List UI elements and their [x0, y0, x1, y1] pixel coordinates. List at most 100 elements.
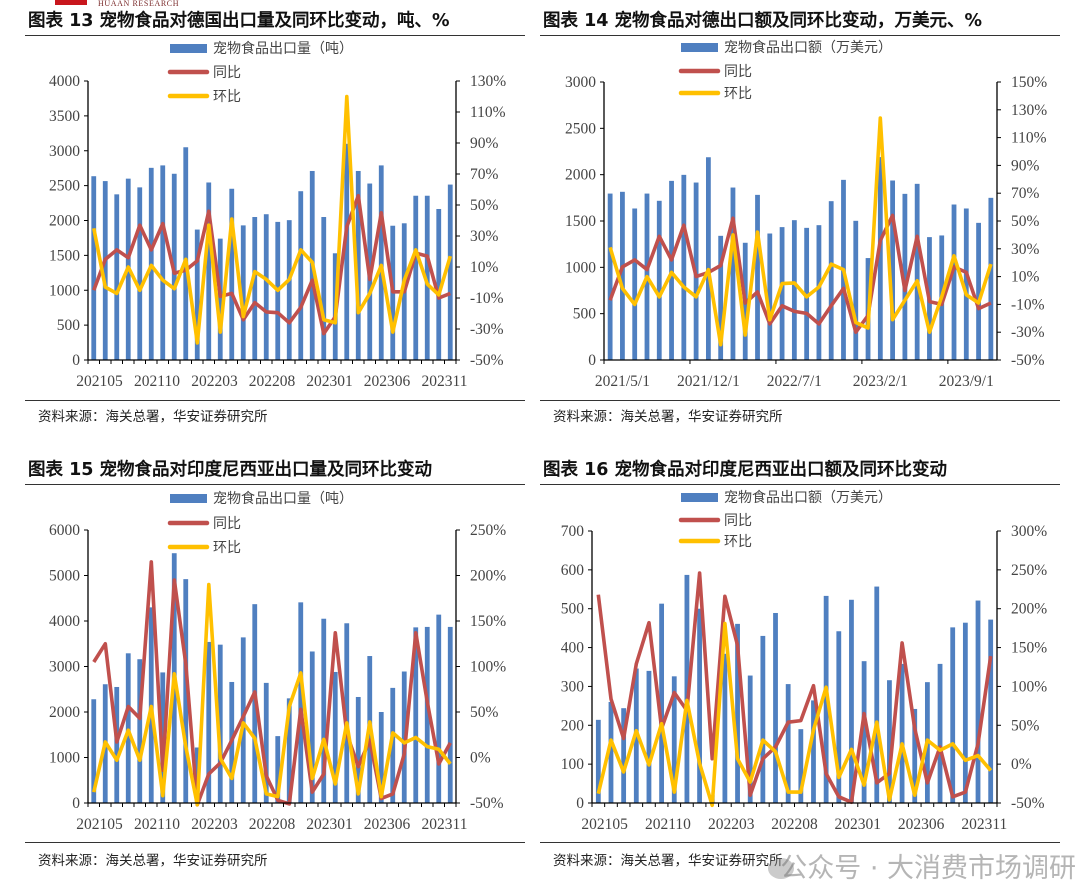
x-tick-label: 202203: [191, 816, 238, 833]
yoy-line: [92, 193, 451, 336]
right-tick-label: 200%: [1011, 601, 1047, 618]
left-tick-label: 1000: [49, 750, 80, 767]
x-tick-label: 202311: [422, 373, 468, 390]
bar-202107: [621, 708, 627, 803]
bar-202312: [447, 626, 453, 803]
bar-202110: [659, 603, 665, 803]
chart-c16: 0 100 200 300 400 500 600 700 -50% 0% 50% 100% 150% 2…: [561, 489, 1048, 833]
bar-2023/9/1: [951, 204, 957, 360]
right-tick-label: 110%: [1011, 130, 1047, 147]
bar-202111: [160, 165, 166, 360]
right-tick-label: 100%: [470, 659, 506, 676]
bar-202206: [760, 635, 766, 803]
left-tick-label: 2500: [49, 178, 80, 195]
left-tick-label: 100: [561, 756, 585, 773]
bar-202311: [975, 600, 981, 803]
mom-line: [92, 94, 453, 345]
bar-2022/5/1: [755, 194, 760, 360]
bar-202302: [861, 661, 867, 803]
bar-202112: [684, 574, 690, 803]
watermark: 公众号 · 大消费市场调研: [780, 853, 1076, 884]
x-tick-label: 202306: [364, 373, 411, 390]
legend-bar-swatch: [681, 43, 718, 52]
bar-202109: [646, 670, 652, 803]
x-tick-label: 202306: [898, 816, 945, 833]
x-tick-label: 202311: [422, 816, 468, 833]
bar-2023/1/1: [853, 220, 859, 360]
bar-202310: [962, 622, 968, 803]
x-tick-label: 202301: [306, 373, 353, 390]
yoy-line: [92, 560, 452, 807]
legend-label: 环比: [724, 534, 752, 550]
bar-202202: [194, 229, 200, 360]
bar-2021/11/1: [681, 174, 687, 360]
right-tick-label: 130%: [1011, 102, 1047, 119]
bar-2022/8/1: [791, 220, 797, 360]
bar-202212: [309, 651, 315, 803]
left-tick-label: 500: [573, 306, 597, 323]
left-tick-label: 700: [561, 523, 585, 540]
bar-202311: [436, 208, 442, 360]
right-tick-label: 130%: [470, 73, 506, 90]
legend-label: 宠物食品出口额（万美元）: [724, 489, 892, 506]
bar-2022/11/1: [828, 201, 834, 360]
right-tick-label: 10%: [1011, 269, 1040, 286]
left-tick-label: 6000: [49, 522, 80, 539]
bar-202211: [298, 191, 304, 360]
bar-2023/5/1: [902, 193, 908, 360]
bar-202201: [183, 147, 189, 360]
legend-label: 宠物食品出口额（万美元）: [724, 39, 892, 56]
x-tick-label: 202311: [961, 816, 1007, 833]
bar-202311: [436, 614, 442, 803]
right-tick-label: 0%: [470, 750, 491, 767]
bar-2022/9/1: [804, 227, 810, 360]
chart-c14: 0 500 1000 1500 2000 2500 3000 -50% -30% -10% 10% 3…: [565, 39, 1047, 390]
right-tick-label: -30%: [470, 321, 504, 338]
bar-202312: [447, 184, 453, 360]
bar-202207: [252, 217, 258, 360]
chart-15-title: 图表 15 宠物食品对印度尼西亚出口量及同环比变动: [28, 460, 433, 480]
x-tick-label: 2023/9/1: [939, 373, 994, 390]
legend-label: 同比: [724, 513, 752, 529]
x-tick-label: 202301: [835, 816, 882, 833]
right-tick-label: 70%: [1011, 185, 1040, 202]
left-tick-label: 2000: [565, 167, 596, 184]
right-tick-label: 30%: [1011, 241, 1040, 258]
bar-202109: [137, 659, 143, 803]
x-tick-label: 202110: [645, 816, 691, 833]
left-tick-label: 0: [576, 795, 584, 812]
bar-202210: [286, 698, 292, 803]
chart-c15: 0 1000 2000 3000 4000 5000 6000 -50% 0% 50% 100% 15…: [49, 490, 506, 833]
chart-14-source: 资料来源：海关总署，华安证券研究所: [553, 409, 783, 425]
bar-2023/11/1: [976, 222, 981, 360]
bar-2022/6/1: [767, 233, 773, 360]
bar-202105: [91, 176, 97, 360]
bar-202204: [217, 238, 223, 360]
right-tick-label: 150%: [1011, 74, 1047, 91]
bar-202303: [344, 623, 350, 803]
right-tick-label: 100%: [1011, 678, 1047, 695]
bar-202310: [424, 626, 430, 803]
bar-202203: [722, 653, 728, 803]
right-tick-label: 10%: [470, 259, 499, 276]
source-divider: [540, 842, 1060, 843]
bar-202201: [183, 579, 189, 803]
left-tick-label: 2000: [49, 704, 80, 721]
left-tick-label: 1000: [565, 259, 596, 276]
chart-16-title: 图表 16 宠物食品对印度尼西亚出口额及同环比变动: [543, 460, 948, 480]
x-tick-label: 202208: [249, 373, 296, 390]
bar-202210: [811, 700, 816, 803]
bar-2022/2/1: [718, 235, 724, 360]
bar-202204: [217, 644, 223, 803]
x-tick-label: 202110: [134, 816, 180, 833]
right-tick-label: 90%: [1011, 157, 1040, 174]
bar-202106: [608, 701, 614, 803]
bar-202309: [413, 627, 419, 803]
bar-2023/12/1: [988, 197, 994, 360]
x-tick-label: 2022/7/1: [767, 373, 822, 390]
right-tick-label: 300%: [1011, 523, 1047, 540]
bar-2022/1/1: [705, 157, 711, 360]
bar-2021/9/1: [656, 200, 662, 360]
source-divider: [540, 400, 1060, 401]
bar-202306: [912, 708, 918, 803]
